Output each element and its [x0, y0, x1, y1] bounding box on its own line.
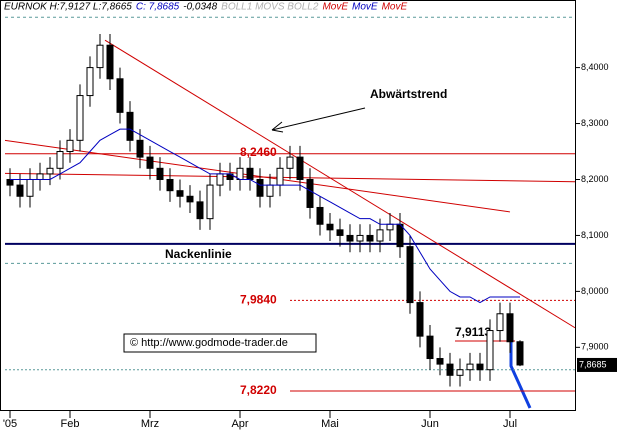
candle-body [266, 184, 274, 197]
candle-body [486, 330, 494, 371]
annotation: Abwärtstrend [370, 87, 447, 101]
candle-body [186, 195, 194, 203]
candle-body [116, 78, 124, 113]
candle-body [246, 167, 254, 180]
x-tick-label: Jun [421, 418, 439, 430]
level-label: 7,8220 [240, 383, 277, 397]
candle-body [256, 178, 264, 197]
candle-body [406, 246, 414, 304]
candle-body [166, 178, 174, 192]
header-segment: C: 7,8685 [136, 2, 180, 13]
candle-body [376, 229, 384, 242]
ma-line [10, 128, 520, 304]
candle-body [136, 139, 144, 158]
candle-body [66, 139, 74, 153]
candle-body [196, 201, 204, 220]
candle-body [6, 178, 14, 186]
candle-body [326, 223, 334, 231]
forecast-arrow [509, 342, 532, 409]
candle-body [16, 184, 24, 197]
x-tick-label: Feb [61, 418, 80, 430]
header-segment: -0,0348 [183, 2, 217, 13]
candle-body [146, 156, 154, 169]
y-tick-label: 8,2000 [581, 174, 609, 184]
x-tick-label: Jul [503, 418, 517, 430]
candle-body [76, 95, 84, 141]
candle-body [516, 341, 524, 366]
annotation-arrow [271, 107, 366, 131]
candle-body [46, 167, 54, 175]
y-tick-label: 8,4000 [581, 62, 609, 72]
level-label: 8,2460 [240, 145, 277, 159]
candle-body [386, 223, 394, 231]
candle-body [426, 335, 434, 360]
header-segment: BOLL1 MOVS BOLL2 [221, 2, 319, 13]
candle-body [356, 234, 364, 242]
candle-body [296, 156, 304, 180]
candle-body [496, 313, 504, 332]
x-tick-label: Mrz [141, 418, 159, 430]
trendline [104, 39, 576, 329]
candle-body [316, 206, 324, 225]
candle-body [56, 151, 64, 169]
candle-body [36, 173, 44, 180]
candle-body [466, 363, 474, 371]
last-price: 7,8685 [579, 359, 607, 369]
candle-body [456, 369, 464, 376]
candle-body [346, 234, 354, 242]
y-tick-label: 7,9000 [581, 342, 609, 352]
candle-body [86, 67, 94, 97]
candle-body [336, 229, 344, 236]
candle-body [436, 358, 444, 365]
level-label: 7,9113 [455, 325, 491, 339]
candle-body [446, 363, 454, 376]
candle-body [506, 313, 514, 343]
candle-body [156, 167, 164, 180]
arrow-head [271, 121, 284, 133]
candle-body [286, 156, 294, 169]
level-label: 7,9840 [240, 293, 277, 307]
header-segment: MovE [382, 2, 408, 13]
candle-body [26, 178, 34, 197]
y-tick-label: 8,1000 [581, 230, 609, 240]
level-label: Nackenlinie [165, 247, 232, 261]
x-tick-label: Apr [231, 418, 248, 430]
candle-body [396, 223, 404, 248]
candle-body [366, 234, 374, 242]
x-tick-label: '05 [3, 418, 17, 430]
header-segment: MovE [322, 2, 348, 13]
header: EURNOK H:7,9127 L:7,8665 C: 7,8685 -0,0348… [4, 2, 407, 13]
candle-body [416, 302, 424, 337]
last-price-box [577, 357, 617, 372]
header-segment: EURNOK H:7,9127 L:7,8665 [4, 2, 132, 13]
candle-body [176, 190, 184, 197]
candle-body [96, 44, 104, 69]
candle-body [206, 184, 214, 220]
candle-body [106, 44, 114, 80]
candle-body [306, 178, 314, 208]
copyright: © http://www.godmode-trader.de [130, 337, 288, 349]
candle-body [476, 363, 484, 371]
candle-body [126, 111, 134, 141]
header-segment: MovE [352, 2, 378, 13]
x-tick-label: Mai [321, 418, 339, 430]
copyright-box [123, 333, 317, 353]
y-tick-label: 8,3000 [581, 118, 609, 128]
y-tick-label: 8,0000 [581, 286, 609, 296]
candle-body [276, 167, 284, 186]
candle-body [216, 173, 224, 186]
